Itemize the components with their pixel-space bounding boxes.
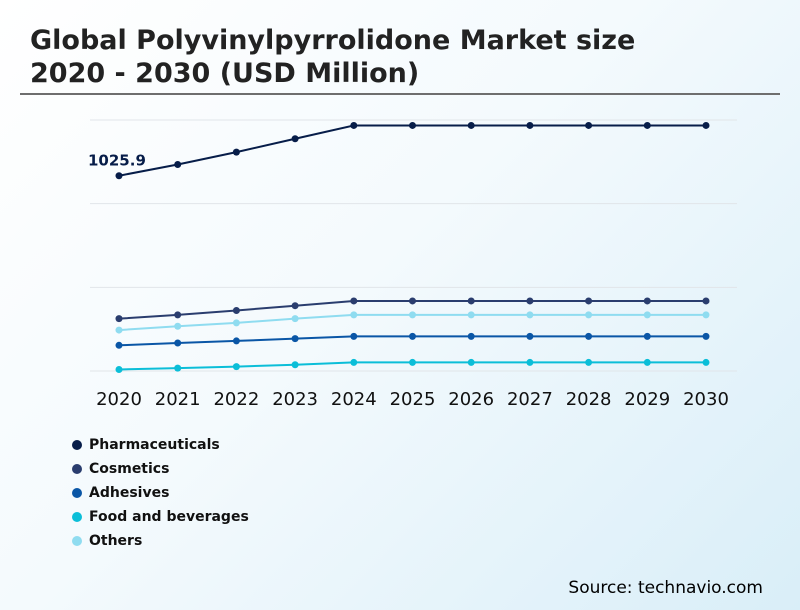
- x-tick-label: 2026: [448, 389, 494, 410]
- x-tick-label: 2028: [566, 389, 612, 410]
- x-tick-label: 2020: [96, 389, 142, 410]
- data-point: [643, 358, 651, 366]
- legend-label: Pharmaceuticals: [89, 437, 220, 453]
- legend-item: Food and beverages: [72, 505, 249, 529]
- data-point: [115, 172, 123, 180]
- data-point: [291, 302, 299, 310]
- data-point: [232, 306, 240, 314]
- data-point: [702, 332, 710, 340]
- x-tick-label: 2025: [390, 389, 436, 410]
- data-point: [585, 297, 593, 305]
- data-point: [350, 332, 358, 340]
- data-point: [350, 121, 358, 129]
- data-point: [643, 332, 651, 340]
- legend-item: Others: [72, 529, 249, 553]
- series-line: [118, 124, 706, 177]
- data-point: [350, 297, 358, 305]
- data-point: [409, 332, 416, 340]
- legend-item: Cosmetics: [72, 457, 249, 481]
- data-point: [350, 358, 358, 366]
- x-tick-label: 2024: [331, 389, 377, 410]
- data-point: [702, 311, 710, 319]
- x-tick-label: 2022: [213, 389, 259, 410]
- source-value: technavio.com: [637, 578, 763, 598]
- data-point: [702, 358, 710, 366]
- data-point: [467, 332, 475, 340]
- x-tick-label: 2023: [272, 389, 318, 410]
- data-point: [115, 326, 123, 334]
- data-point: [467, 358, 475, 366]
- legend-label: Food and beverages: [89, 509, 249, 525]
- chart-legend: Pharmaceuticals Cosmetics Adhesives Food an…: [72, 433, 249, 553]
- data-point: [526, 332, 534, 340]
- source-label: Source:: [568, 578, 633, 598]
- data-point: [350, 311, 358, 319]
- data-point: [174, 339, 182, 347]
- data-point: [232, 337, 240, 345]
- data-point: [585, 311, 593, 319]
- data-point: [174, 311, 182, 319]
- legend-marker: [72, 440, 82, 450]
- data-point: [526, 311, 534, 319]
- data-point: [115, 341, 123, 349]
- title-divider: [20, 93, 780, 95]
- legend-marker: [72, 464, 82, 474]
- data-point: [409, 121, 416, 129]
- data-point: [115, 315, 123, 323]
- x-tick-label: 2021: [155, 389, 201, 410]
- chart-title-line-1: Global Polyvinylpyrrolidone Market size: [30, 25, 636, 56]
- data-point: [232, 148, 240, 156]
- data-point: [585, 358, 593, 366]
- x-tick-label: 2030: [683, 389, 729, 410]
- data-point: [467, 297, 475, 305]
- x-tick-label: 2029: [624, 389, 670, 410]
- data-point: [585, 332, 593, 340]
- data-point: [643, 297, 651, 305]
- data-point: [291, 135, 299, 143]
- chart-title: Global Polyvinylpyrrolidone Market size …: [30, 24, 750, 90]
- data-point: [526, 297, 534, 305]
- source-note: Source: technavio.com: [568, 578, 763, 598]
- data-point: [291, 361, 299, 369]
- data-point: [174, 322, 182, 330]
- data-point: [702, 297, 710, 305]
- legend-label: Others: [89, 533, 143, 549]
- data-point: [409, 297, 416, 305]
- x-tick-label: 2027: [507, 389, 553, 410]
- data-point: [526, 358, 534, 366]
- data-point: [409, 358, 416, 366]
- data-point: [232, 319, 240, 327]
- data-point: [643, 311, 651, 319]
- data-point: [291, 335, 299, 343]
- data-point: [585, 121, 593, 129]
- legend-item: Adhesives: [72, 481, 249, 505]
- data-point: [291, 315, 299, 323]
- data-point: [115, 365, 123, 373]
- chart-title-line-2: 2020 - 2030 (USD Million): [30, 58, 420, 89]
- data-point: [174, 364, 182, 372]
- legend-item: Pharmaceuticals: [72, 433, 249, 457]
- data-label: 1025.9: [88, 152, 146, 170]
- legend-marker: [72, 512, 82, 522]
- data-point: [702, 121, 710, 129]
- data-point: [467, 311, 475, 319]
- data-point: [409, 311, 416, 319]
- legend-label: Cosmetics: [89, 461, 170, 477]
- data-point: [174, 160, 182, 168]
- data-point: [643, 121, 651, 129]
- data-point: [467, 121, 475, 129]
- data-point: [526, 121, 534, 129]
- legend-label: Adhesives: [89, 485, 170, 501]
- data-point: [232, 363, 240, 371]
- legend-marker: [72, 536, 82, 546]
- legend-marker: [72, 488, 82, 498]
